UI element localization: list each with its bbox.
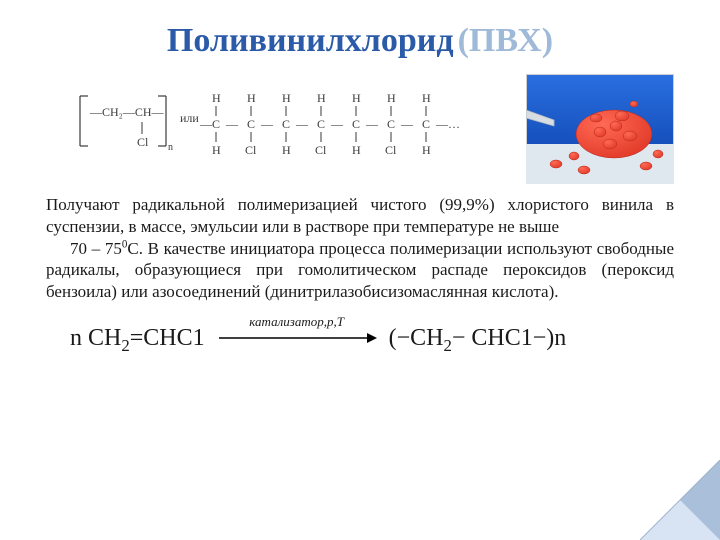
svg-text:H: H: [282, 91, 291, 105]
svg-text:Cl: Cl: [385, 143, 397, 157]
svg-text:C: C: [352, 117, 360, 131]
svg-text:—: —: [260, 117, 274, 131]
formula-row: —CH₂—CH— Cl n или HCH—HCCl—HCH—HCCl—HCH—…: [46, 74, 674, 184]
reaction-arrow: катализатор,p,T: [217, 330, 377, 346]
svg-text:Cl: Cl: [315, 143, 327, 157]
svg-text:H: H: [352, 143, 361, 157]
svg-text:C: C: [422, 117, 430, 131]
svg-text:—CH₂—CH—: —CH₂—CH—: [89, 105, 165, 119]
svg-text:H: H: [247, 91, 256, 105]
svg-text:—…: —…: [435, 117, 460, 131]
title-abbrev: (ПВХ): [458, 22, 553, 59]
svg-text:H: H: [212, 143, 221, 157]
svg-text:C: C: [282, 117, 290, 131]
svg-text:C: C: [212, 117, 220, 131]
svg-text:n: n: [168, 142, 173, 153]
svg-text:—: —: [199, 117, 213, 131]
svg-text:или: или: [180, 111, 199, 125]
body-p2: 70 – 750С. В качестве инициатора процесс…: [46, 238, 674, 303]
svg-text:Cl: Cl: [137, 135, 149, 149]
reaction-left: n CH2=CHC1: [70, 325, 205, 352]
svg-text:H: H: [387, 91, 396, 105]
body-p1: Получают радикальной полимеризацией чист…: [46, 195, 674, 236]
page-curl-icon: [640, 460, 720, 540]
reaction-arrow-label: катализатор,p,T: [217, 314, 377, 330]
svg-text:H: H: [422, 143, 431, 157]
structural-formula: —CH₂—CH— Cl n или HCH—HCCl—HCH—HCCl—HCH—…: [76, 84, 476, 174]
svg-text:H: H: [422, 91, 431, 105]
reaction-equation: n CH2=CHC1 катализатор,p,T (−CH2− CHC1−)…: [46, 325, 674, 352]
svg-text:C: C: [317, 117, 325, 131]
title-main: Поливинилхлорид: [167, 22, 454, 59]
svg-text:H: H: [212, 91, 221, 105]
svg-text:—: —: [225, 117, 239, 131]
body-text: Получают радикальной полимеризацией чист…: [46, 194, 674, 303]
page-title: Поливинилхлорид (ПВХ): [46, 22, 674, 60]
reaction-right: (−CH2− CHC1−)n: [389, 325, 567, 352]
svg-text:—: —: [365, 117, 379, 131]
pvc-pellets-photo: [526, 74, 674, 184]
svg-text:—: —: [330, 117, 344, 131]
svg-text:H: H: [282, 143, 291, 157]
svg-text:H: H: [317, 91, 326, 105]
svg-text:C: C: [387, 117, 395, 131]
svg-text:Cl: Cl: [245, 143, 257, 157]
svg-text:H: H: [352, 91, 361, 105]
svg-text:—: —: [295, 117, 309, 131]
svg-text:—: —: [400, 117, 414, 131]
svg-text:C: C: [247, 117, 255, 131]
